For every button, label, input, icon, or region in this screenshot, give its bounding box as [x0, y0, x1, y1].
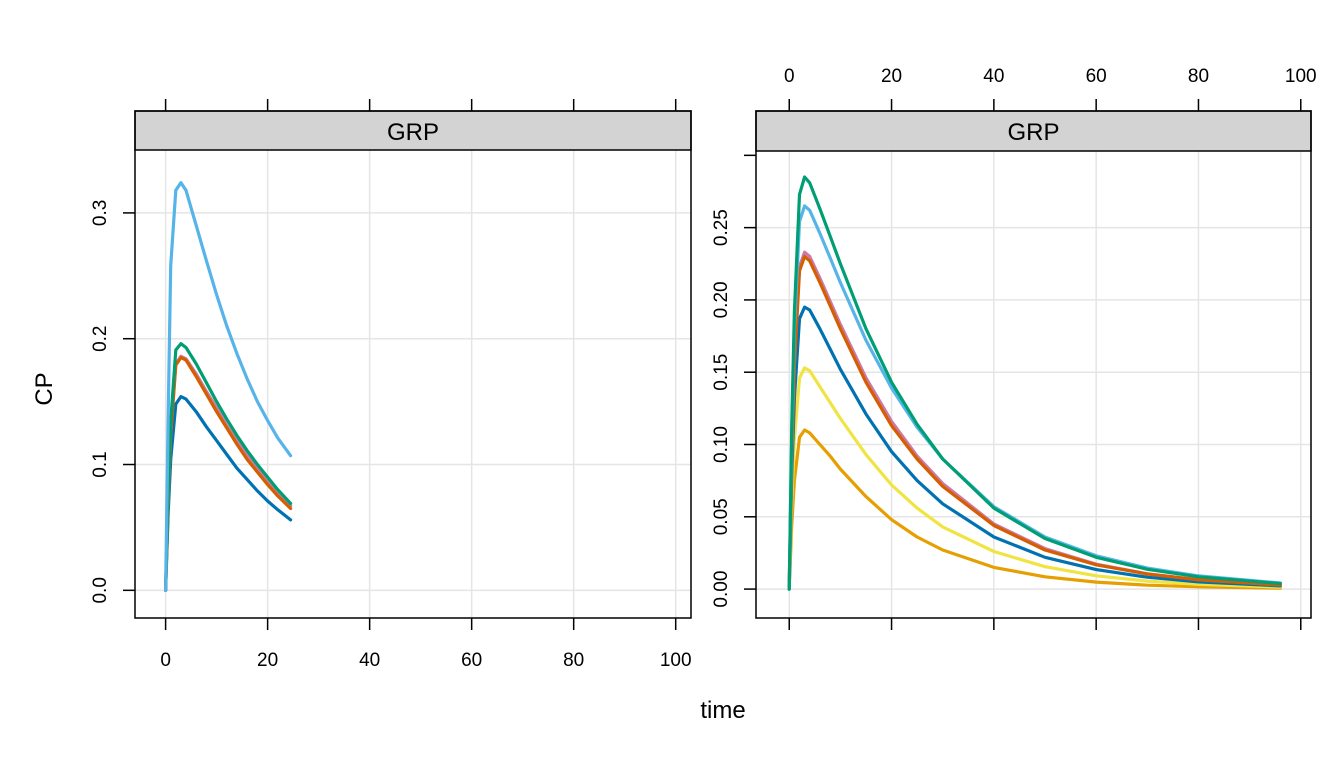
- x-axis-title: time: [700, 697, 745, 724]
- series-line: [787, 250, 1282, 591]
- x-tick-label: 0: [784, 66, 795, 87]
- x-tick-label: 80: [563, 650, 584, 671]
- y-tick-label: 0.25: [711, 209, 732, 246]
- y-tick-label: 0.15: [711, 354, 732, 391]
- series-line: [164, 395, 293, 592]
- series-line: [787, 175, 1282, 591]
- panel-border: [134, 110, 692, 619]
- panel-left: GRP 0 20 40 60 80 100 0.0 0.1 0.2 0.3: [90, 99, 692, 671]
- x-tick-label: 20: [881, 66, 902, 87]
- x-tick-label: 60: [461, 650, 482, 671]
- y-tick-label: 0.10: [711, 426, 732, 463]
- strip-label: GRP: [387, 119, 439, 146]
- x-tick-label: 40: [359, 650, 380, 671]
- y-tick-label: 0.20: [711, 281, 732, 318]
- x-tick-label: 40: [983, 66, 1004, 87]
- series-line: [787, 366, 1282, 591]
- y-tick-label: 0.00: [711, 571, 732, 608]
- y-tick-label: 0.1: [90, 451, 111, 477]
- y-axis-title: CP: [31, 372, 58, 405]
- x-tick-label: 100: [1285, 66, 1317, 87]
- x-tick-label: 20: [257, 650, 278, 671]
- x-tick-label: 60: [1086, 66, 1107, 87]
- panel-right: GRP 0 20 40 60 80 100 0.00 0.05 0.10 0.15 0.20 0.25: [711, 66, 1317, 630]
- strip-background: [755, 110, 1312, 152]
- series-line: [164, 181, 293, 592]
- x-tick-label: 0: [160, 650, 171, 671]
- panel-border: [755, 110, 1312, 619]
- series-line: [787, 254, 1282, 591]
- series-line: [164, 356, 293, 592]
- y-tick-label: 0.05: [711, 498, 732, 535]
- series-line: [164, 354, 293, 592]
- y-tick-label: 0.0: [90, 577, 111, 603]
- series-line: [787, 428, 1282, 591]
- series-line: [164, 342, 293, 592]
- series-line: [787, 305, 1282, 591]
- strip-background: [134, 110, 692, 151]
- y-tick-label: 0.3: [90, 200, 111, 226]
- x-tick-label: 100: [660, 650, 692, 671]
- strip-label: GRP: [1007, 119, 1059, 146]
- x-tick-label: 80: [1188, 66, 1209, 87]
- y-tick-label: 0.2: [90, 325, 111, 351]
